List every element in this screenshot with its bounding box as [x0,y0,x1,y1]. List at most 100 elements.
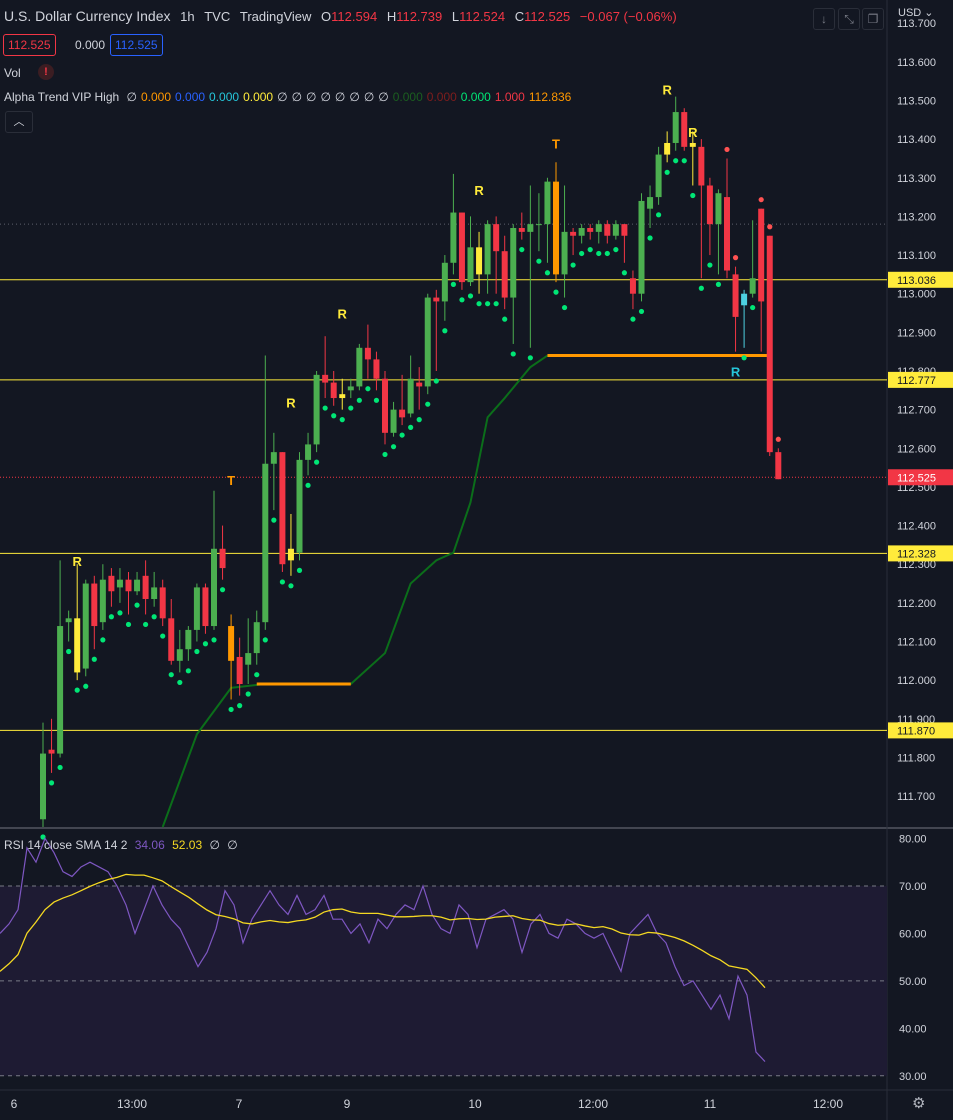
fullscreen-icon[interactable]: ⤡ [838,8,860,30]
candle-body [672,112,679,143]
candle-body [689,142,696,147]
indicator-value: 0.000 [426,90,457,104]
signal-dot [177,679,183,686]
interval-label[interactable]: 1h [180,9,195,24]
exchange-label: TVC [204,9,231,24]
price-tick-label: 113.400 [897,134,936,146]
candle-body [134,579,141,592]
time-tick-label: 11 [704,1097,717,1111]
candle-body [159,587,166,619]
price-tick-label: 112.300 [897,559,936,571]
signal-dot [314,459,320,465]
signal-dot [707,262,713,268]
candle-body [638,200,645,294]
indicator-value: ∅ [277,90,288,104]
candle-body [724,197,730,271]
rsi-tick-label: 80.00 [899,833,927,845]
candle-body [467,247,474,283]
candle-body [647,197,654,209]
candle-body [510,228,517,298]
signal-dot [553,289,559,295]
close-value: 112.525 [524,9,571,24]
signal-dot [339,417,345,423]
signal-dot [467,293,474,299]
candle-body [185,629,192,650]
volume-legend[interactable]: Vol [4,66,21,80]
currency-selector[interactable]: USD ⌄ [898,7,934,19]
warning-icon[interactable]: ! [38,64,54,80]
level-price-tag [888,371,953,388]
signal-dot [673,158,679,164]
signal-dot [698,285,704,291]
rsi-legend[interactable]: RSI 14 close SMA 14 2 34.06 52.03 ∅ ∅ [4,838,242,852]
rsi-tick-label: 70.00 [899,881,927,893]
restore-icon[interactable]: ❐ [862,8,884,30]
signal-dot [758,197,764,203]
indicator-legend[interactable]: Alpha Trend VIP High ∅ 0.000 0.000 0.000 0.0… [4,90,575,104]
candle-body [544,181,551,225]
signal-dot [373,397,380,403]
signal-dot [40,834,46,840]
arrow-down-icon[interactable]: ↓ [813,8,835,30]
signal-dot [775,436,781,442]
signal-dot [416,417,422,423]
candle-body [40,753,46,820]
candle-body [168,618,175,661]
indicator-value: ∅ [320,90,331,104]
signal-dot [450,281,456,287]
price-tick-label: 113.200 [897,211,936,223]
price-tick-label: 111.700 [897,791,935,803]
candle-body [57,626,64,754]
sell-price-box[interactable]: 112.525 [3,34,56,56]
signal-dot [219,587,226,593]
settings-gear-icon[interactable]: ⚙ [912,1095,926,1112]
signal-dot [613,246,619,253]
change-value: −0.067 (−0.06%) [579,9,677,24]
signal-dot [117,610,123,616]
signal-label: R [286,396,296,411]
signal-dot [604,250,610,257]
rsi-empty-1: ∅ [209,838,220,852]
signal-dot [185,668,191,674]
signal-dot [228,706,234,713]
signal-dot [681,158,687,164]
symbol-title[interactable]: U.S. Dollar Currency Index [4,8,171,24]
candle-body [664,142,671,155]
candle-body [193,587,200,630]
high-label: H [386,9,397,24]
candle-body [142,575,149,599]
signal-dot [638,308,645,315]
signal-dot [382,451,388,458]
price-tick-label: 112.200 [897,598,936,610]
time-tick-label: 13:00 [117,1097,147,1111]
candle-body [236,656,243,685]
price-tick-label: 113.100 [897,250,936,262]
signal-dot [271,517,277,523]
collapse-chevron-up-icon[interactable]: ︿ [5,111,33,133]
level-price-label: 112.777 [897,375,936,387]
candle-body [553,181,559,275]
last-price-tag [888,469,953,486]
open-value: 112.594 [331,9,378,24]
rsi-tick-label: 50.00 [899,976,927,988]
signal-dot [476,301,482,307]
rsi-tick-label: 60.00 [899,928,927,940]
candle-body [407,378,414,414]
price-tick-label: 113.000 [897,289,936,301]
indicator-name: Alpha Trend VIP High [4,90,120,104]
signal-dot [485,301,491,307]
time-tick-label: 10 [468,1097,482,1111]
signal-dot [570,262,576,268]
currency-label: USD [898,7,922,19]
signal-dot [425,401,431,407]
signal-dot [108,614,114,620]
buy-price-box[interactable]: 112.525 [110,34,163,56]
candle-body [296,459,303,553]
candle-body [322,374,329,383]
candle-body [270,452,277,464]
candle-body [82,583,89,669]
source-label: TradingView [239,9,312,24]
indicator-value: ∅ [306,90,317,104]
signal-dot [305,482,311,488]
